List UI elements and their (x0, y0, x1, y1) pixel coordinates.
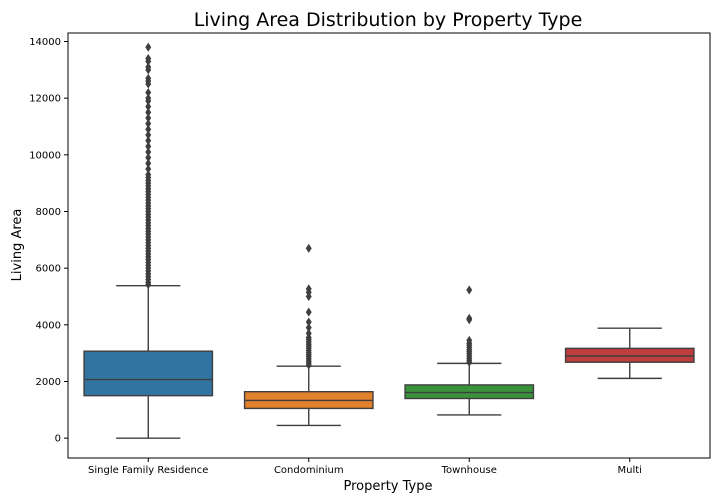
outlier-point (305, 243, 312, 253)
x-tick-label: Townhouse (441, 465, 497, 476)
outlier-point (145, 53, 152, 64)
outlier-point (145, 130, 152, 140)
outlier-point (145, 170, 152, 180)
iqr-box (404, 384, 535, 400)
y-tick-label: 2000 (36, 377, 61, 388)
y-tick-label: 10000 (29, 150, 61, 161)
x-tick-label: Multi (618, 465, 642, 476)
outlier-point (145, 102, 152, 112)
outlier-point (145, 147, 152, 157)
x-axis-label: Property Type (343, 479, 432, 494)
plot-frame (67, 32, 711, 459)
outlier-point (305, 323, 312, 333)
x-tick-label: Single Family Residence (88, 465, 208, 476)
outlier-point (145, 136, 152, 146)
chart-title: Living Area Distribution by Property Typ… (194, 9, 583, 31)
outlier-point (305, 317, 312, 327)
outlier-point (466, 335, 473, 345)
y-tick-label: 12000 (29, 94, 61, 105)
outlier-point (145, 93, 152, 103)
y-tick-label: 14000 (29, 37, 61, 48)
outlier-point (145, 107, 152, 117)
outlier-point (145, 158, 152, 168)
iqr-box (564, 347, 695, 363)
outlier-point (145, 124, 152, 134)
y-axis-label: Living Area (10, 209, 25, 282)
outlier-point (145, 113, 152, 123)
outlier-point (466, 285, 473, 295)
y-tick-label: 4000 (36, 320, 61, 331)
outlier-point (305, 307, 312, 317)
outlier-point (145, 164, 152, 174)
outlier-point (145, 73, 152, 83)
outlier-point (145, 62, 152, 72)
outlier-point (145, 119, 152, 129)
y-tick-label: 6000 (36, 264, 61, 275)
plot-area: 0 2000 4000 6000 8000 10000 12000 14000 Single F… (29, 32, 711, 476)
y-tick-label: 0 (55, 434, 61, 445)
outlier-point (145, 42, 152, 52)
outlier-point (145, 87, 152, 98)
outlier-point (305, 328, 312, 338)
iqr-box (83, 350, 214, 397)
outlier-point (466, 313, 473, 323)
outlier-point (305, 284, 312, 294)
x-tick-label: Condominium (274, 465, 344, 476)
outlier-point (145, 141, 152, 151)
y-tick-label: 8000 (36, 207, 61, 218)
outlier-point (145, 153, 152, 163)
